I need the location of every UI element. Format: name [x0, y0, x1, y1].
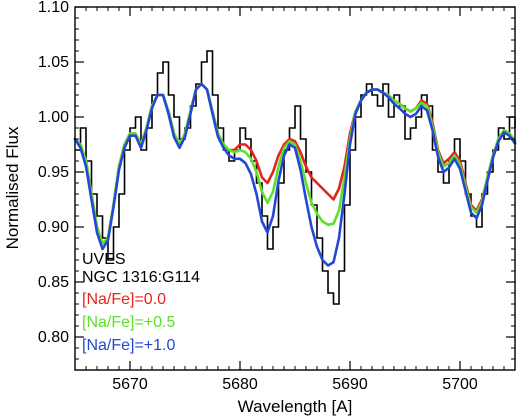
y-tick-label: 0.90 [38, 219, 69, 236]
x-tick-label: 5700 [442, 376, 478, 393]
y-tick-label: 1.05 [38, 54, 69, 71]
y-tick-label: 0.95 [38, 164, 69, 181]
y-tick-label: 1.10 [38, 0, 69, 16]
y-axis: 0.80 0.85 0.90 0.95 1.00 1.05 1.10 [38, 0, 515, 360]
y-tick-label: 1.00 [38, 109, 69, 126]
y-axis-title: Normalised Flux [3, 126, 22, 249]
x-tick-label: 5680 [222, 376, 258, 393]
legend-entry-nafe-10: [Na/Fe]=+1.0 [82, 337, 175, 354]
annotation-instrument: UVES [82, 251, 126, 268]
x-tick-label: 5690 [332, 376, 368, 393]
x-tick-label: 5670 [112, 376, 148, 393]
model-line-2 [73, 82, 517, 267]
plot-lines [73, 50, 517, 305]
annotation-target: NGC 1316:G114 [82, 269, 200, 286]
y-tick-label: 0.80 [38, 329, 69, 346]
legend-entry-nafe-05: [Na/Fe]=+0.5 [82, 314, 175, 331]
x-axis: 5670 5680 5690 5700 [74, 7, 516, 393]
y-tick-label: 0.85 [38, 274, 69, 291]
x-axis-title: Wavelength [A] [238, 397, 353, 416]
observed-spectrum-line [75, 50, 516, 305]
legend-entry-nafe-0: [Na/Fe]=0.0 [82, 291, 166, 308]
